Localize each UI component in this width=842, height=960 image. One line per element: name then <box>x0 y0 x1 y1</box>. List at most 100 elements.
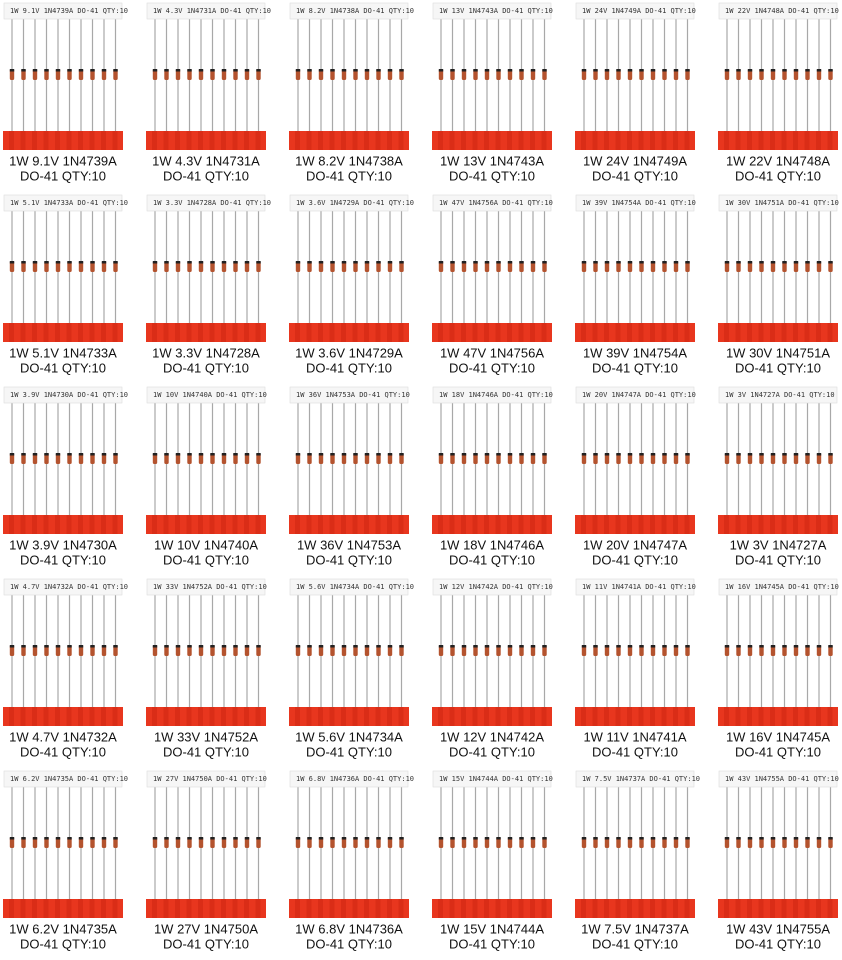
diode-band <box>685 837 690 840</box>
diode-body <box>55 69 61 80</box>
diode-body <box>307 261 312 272</box>
diode-body <box>364 453 370 464</box>
diode-body <box>210 69 215 80</box>
diode-body <box>341 645 347 656</box>
diode-body <box>496 645 501 656</box>
diode-band <box>519 837 524 840</box>
tape-fold <box>9 131 14 150</box>
product-package: DO-41 QTY:10 <box>735 360 821 375</box>
tape-fold <box>461 899 466 918</box>
tape-fold <box>724 515 729 534</box>
label-tape <box>575 770 695 788</box>
diode-body <box>164 453 169 464</box>
diode-body <box>673 453 679 464</box>
diode-band <box>233 453 238 456</box>
product-card: 1W 47V 1N4756A DO-41 QTY:10 1W 47V 1N4756… <box>432 194 553 375</box>
diode-band <box>662 453 667 456</box>
tape-fold <box>318 323 323 342</box>
tape-fold <box>472 515 478 534</box>
tape-fold <box>661 899 667 918</box>
tape-label: 1W 39V 1N4754A DO-41 QTY:10 <box>582 199 696 207</box>
diode-band <box>318 645 324 648</box>
tape-fold <box>627 707 632 726</box>
tape-fold <box>152 515 157 534</box>
diode-body <box>113 69 118 80</box>
tape-fold <box>112 707 118 726</box>
diode-body <box>736 837 741 848</box>
diode-body <box>805 645 810 656</box>
diode-body <box>782 453 787 464</box>
product-name: 1W 3.6V 1N4729A <box>295 345 403 360</box>
diode-body <box>616 69 621 80</box>
tape-fold <box>9 515 14 534</box>
diode-body <box>78 261 84 272</box>
diode-body <box>627 645 633 656</box>
diode-band <box>650 837 656 840</box>
tape-fold <box>244 707 249 726</box>
tape-fold <box>198 515 203 534</box>
diode-body <box>244 645 250 656</box>
diode-band <box>530 261 536 264</box>
tape-fold <box>55 707 60 726</box>
diode-band <box>376 453 381 456</box>
tape-fold <box>449 707 455 726</box>
diode-band <box>530 453 536 456</box>
diode-band <box>616 837 621 840</box>
diode-band <box>233 69 238 72</box>
diode-body <box>187 453 192 464</box>
diode-body <box>9 69 15 80</box>
label-tape <box>575 2 695 20</box>
tape-fold <box>101 899 106 918</box>
tape-fold <box>66 323 72 342</box>
diode-body <box>496 69 501 80</box>
tape-fold <box>781 707 787 726</box>
diode-band <box>198 69 204 72</box>
diode-band <box>90 645 95 648</box>
product-package: DO-41 QTY:10 <box>20 552 106 567</box>
diode-body <box>639 837 644 848</box>
tape-fold <box>507 515 512 534</box>
diode-band <box>113 837 118 840</box>
diode-body <box>759 261 764 272</box>
tape-label: 1W 12V 1N4742A DO-41 QTY:10 <box>439 583 553 591</box>
tape-fold <box>295 515 300 534</box>
tape-label: 1W 4.7V 1N4732A DO-41 QTY:10 <box>10 583 128 591</box>
diode-band <box>376 261 381 264</box>
diode-band <box>32 261 38 264</box>
diode-band <box>438 453 444 456</box>
tape-fold <box>20 515 26 534</box>
product-name: 1W 36V 1N4753A <box>297 537 401 552</box>
diode-body <box>233 645 238 656</box>
product-card: 1W 20V 1N4747A DO-41 QTY:10 1W 20V 1N4747… <box>575 386 696 567</box>
diode-body <box>450 69 455 80</box>
product-card: 1W 30V 1N4751A DO-41 QTY:10 1W 30V 1N4751… <box>718 194 839 375</box>
tape-fold <box>375 707 381 726</box>
tape-fold <box>650 899 655 918</box>
tape-fold <box>541 899 547 918</box>
tape-fold <box>804 515 810 534</box>
tape-fold <box>318 131 323 150</box>
diode-body <box>484 453 490 464</box>
tape-fold <box>518 899 524 918</box>
diode-band <box>461 645 467 648</box>
diode-body <box>828 645 833 656</box>
diode-band <box>662 645 667 648</box>
tape-fold <box>758 899 764 918</box>
tape-fold <box>661 707 667 726</box>
diode-body <box>461 69 467 80</box>
diode-body <box>828 837 833 848</box>
product-card: 1W 13V 1N4743A DO-41 QTY:10 1W 13V 1N4743… <box>432 2 553 183</box>
tape-label: 1W 3.9V 1N4730A DO-41 QTY:10 <box>10 391 128 399</box>
diode-body <box>175 261 181 272</box>
diode-band <box>604 645 610 648</box>
diode-band <box>736 261 741 264</box>
tape-fold <box>295 707 300 726</box>
diode-body <box>627 453 633 464</box>
diode-body <box>519 837 524 848</box>
label-tape <box>432 770 552 788</box>
diode-band <box>581 69 587 72</box>
diode-band <box>759 69 764 72</box>
diode-body <box>593 261 598 272</box>
tape-fold <box>735 707 741 726</box>
tape-fold <box>770 707 775 726</box>
